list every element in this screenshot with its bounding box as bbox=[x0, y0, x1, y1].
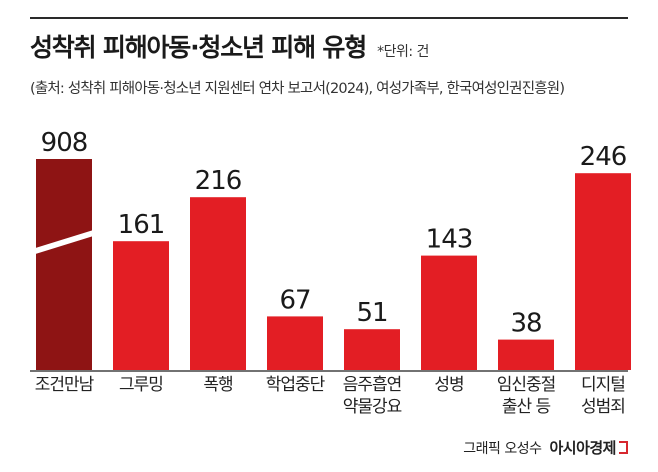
axis-break-mark bbox=[35, 230, 93, 255]
value-label-5: 143 bbox=[426, 225, 473, 255]
category-label-5: 성병 bbox=[434, 375, 463, 395]
category-label-7-0: 디지털 bbox=[581, 375, 625, 395]
category-label-3: 학업중단 bbox=[266, 375, 326, 395]
top-rule bbox=[30, 17, 628, 19]
category-label-0: 조건만남 bbox=[35, 375, 95, 395]
bar-3 bbox=[267, 316, 323, 370]
bar-5 bbox=[421, 255, 477, 370]
brand-logo-icon bbox=[619, 441, 628, 454]
brand-name: 아시아경제 bbox=[549, 439, 616, 457]
value-label-2: 216 bbox=[195, 166, 242, 196]
unit-note: *단위: 건 bbox=[377, 44, 429, 60]
bar-7 bbox=[575, 173, 631, 370]
chart-title: 성착취 피해아동·청소년 피해 유형 bbox=[30, 33, 367, 62]
category-label-6-0: 임신중절 bbox=[497, 375, 556, 395]
value-label-1: 161 bbox=[118, 210, 165, 240]
value-label-0: 908 bbox=[41, 128, 88, 158]
bar-6 bbox=[498, 339, 554, 370]
title-row: 성착취 피해아동·청소년 피해 유형 *단위: 건 bbox=[30, 28, 429, 64]
category-label-6-1: 출산 등 bbox=[502, 397, 551, 417]
value-label-6: 38 bbox=[510, 309, 541, 339]
value-label-7: 246 bbox=[580, 142, 627, 172]
category-label-4-0: 음주흡연 bbox=[343, 375, 402, 395]
graphic-credit: 그래픽 오성수 bbox=[463, 441, 542, 457]
category-label-4-1: 약물강요 bbox=[343, 397, 402, 417]
credit: 그래픽 오성수 아시아경제 bbox=[463, 437, 628, 458]
bar-2 bbox=[190, 197, 246, 370]
bar-1 bbox=[113, 241, 169, 370]
category-label-7-1: 성범죄 bbox=[581, 397, 625, 417]
category-label-1: 그루밍 bbox=[119, 375, 163, 395]
source-note: (출처: 성착취 피해아동·청소년 지원센터 연차 보고서(2024), 여성가… bbox=[30, 81, 565, 97]
value-label-4: 51 bbox=[356, 298, 387, 328]
value-label-3: 67 bbox=[279, 285, 310, 315]
bar-4 bbox=[344, 329, 400, 370]
category-label-2: 폭행 bbox=[203, 375, 232, 395]
bar-0 bbox=[36, 159, 92, 370]
